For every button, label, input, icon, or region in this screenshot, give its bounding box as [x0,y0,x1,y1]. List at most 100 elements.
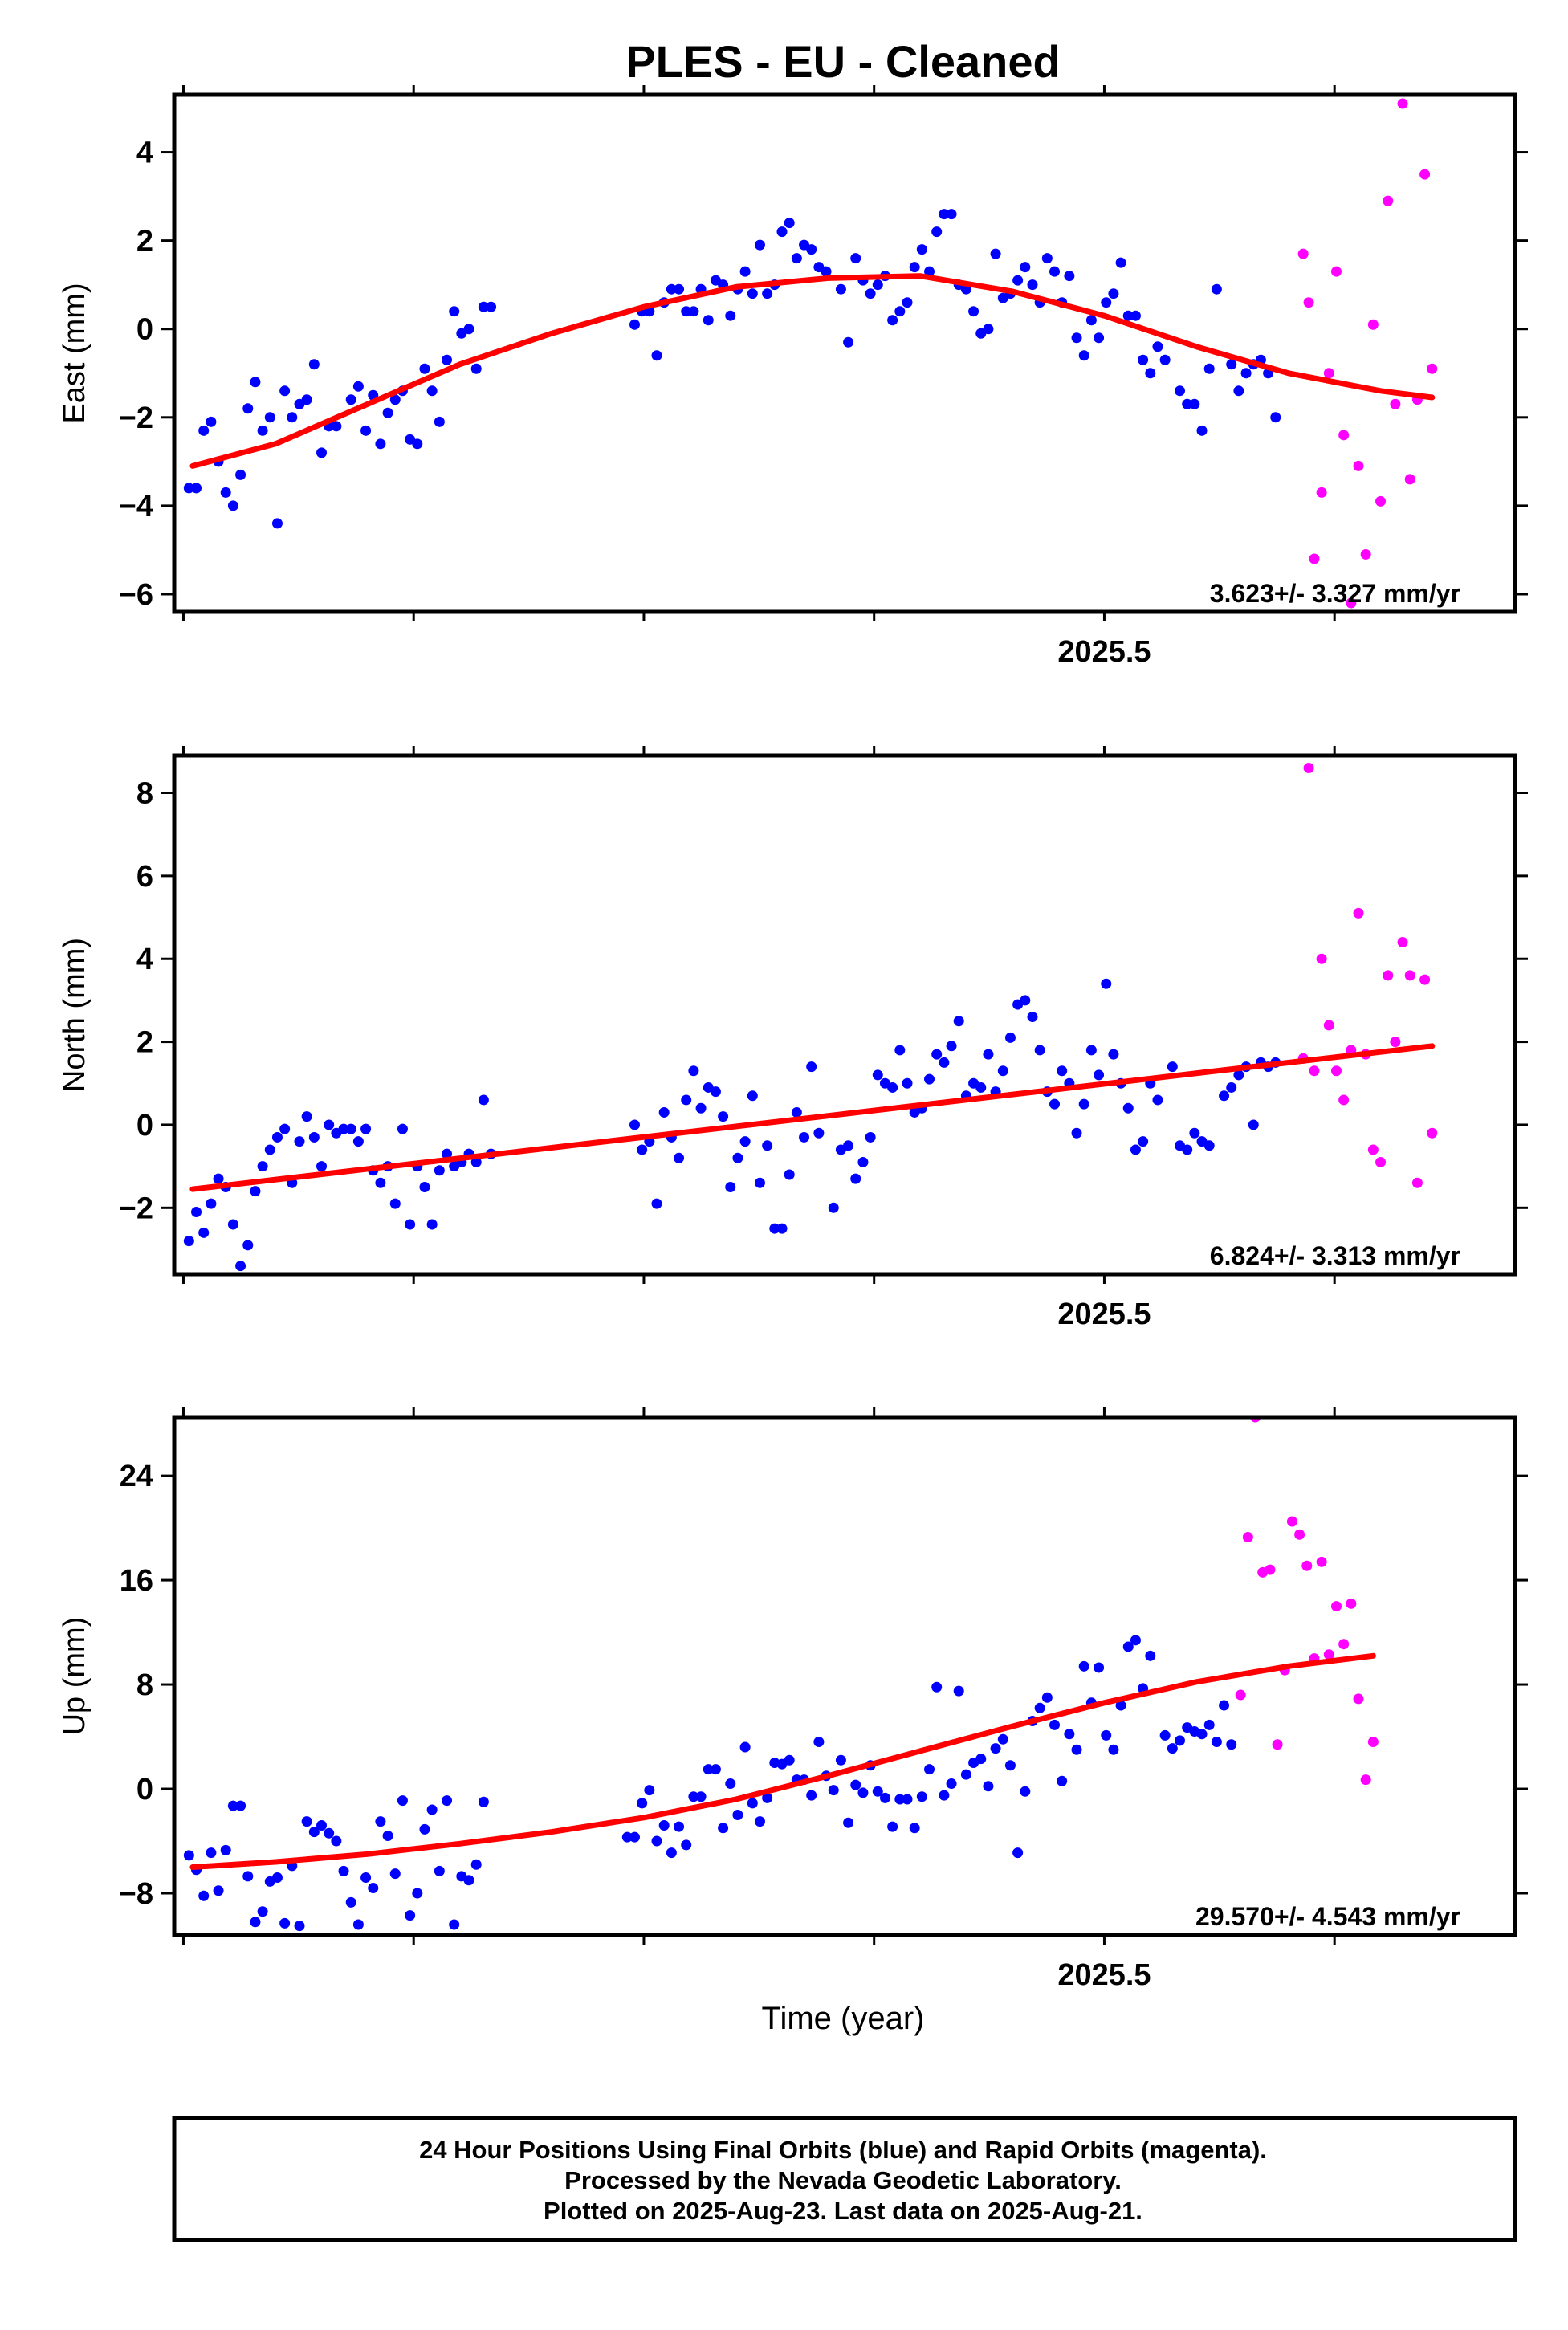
east-final-point [375,438,386,450]
east-rapid-point [1419,169,1431,180]
up-final-point [658,1820,670,1831]
north-final-point [688,1065,699,1077]
north-final-point [902,1077,913,1089]
up-final-point [902,1794,913,1805]
up-rapid-point [1353,1693,1364,1705]
up-final-point [470,1859,482,1870]
up-final-point [1211,1737,1222,1748]
east-final-point [264,412,275,423]
footer-box [172,2116,1517,2242]
north-rapid-point [1404,970,1415,981]
east-final-point [308,359,320,370]
up-x-tick-label: 2025.5 [1057,1958,1151,1992]
north-rapid-point [1367,1144,1379,1155]
north-rapid-point [1390,1037,1401,1048]
east-final-point [279,385,291,397]
north-final-point [806,1061,817,1073]
east-final-point [681,306,692,317]
up-rapid-point [1301,1560,1313,1571]
x-axis-label: Time (year) [762,2001,925,2036]
up-rapid-point [1338,1639,1350,1650]
north-rapid-point [1411,1177,1423,1188]
north-final-point [1182,1144,1193,1155]
north-final-point [1130,1144,1141,1155]
east-final-point [990,248,1001,259]
up-final-point [352,1919,364,1930]
north-y-tick-label: 0 [136,1109,153,1143]
east-final-point [1130,310,1141,321]
up-final-point [828,1785,839,1796]
east-rapid-point [1427,363,1438,374]
north-final-point [828,1202,839,1213]
up-final-point [1078,1660,1089,1672]
up-final-point [857,1787,869,1798]
east-fit-line [189,273,1436,469]
east-rapid-point [1297,248,1309,259]
east-final-point [198,425,210,436]
east-final-point [776,226,788,238]
up-final-point [449,1919,460,1930]
up-final-point [983,1781,994,1792]
north-rapid-point [1303,763,1314,774]
east-final-point [426,385,438,397]
north-final-point [924,1073,935,1085]
up-rapid-point [1235,1689,1246,1701]
north-final-point [345,1123,356,1134]
east-x-tick-label: 2025.5 [1057,635,1151,669]
north-final-point [658,1106,670,1118]
north-y-tick-label: 4 [136,943,153,976]
north-y-tick-label: 2 [136,1026,153,1060]
north-final-point [946,1041,957,1052]
north-final-point [799,1131,810,1143]
up-final-point [442,1795,453,1807]
north-final-point [865,1131,876,1143]
up-final-point [250,1917,261,1928]
east-final-point [227,500,238,511]
north-final-point [843,1140,854,1151]
north-fit-line [189,1043,1436,1192]
north-final-point [1226,1081,1237,1093]
up-final-point [1064,1729,1075,1740]
up-final-point [718,1823,729,1834]
north-final-point [419,1181,430,1192]
up-final-point [703,1764,714,1775]
up-final-point [331,1835,342,1847]
north-rate-text: 6.824+/- 3.313 mm/yr [1210,1241,1460,1270]
east-final-point [747,288,758,299]
north-final-point [857,1156,869,1167]
up-final-point [478,1796,489,1807]
up-final-point [850,1779,861,1790]
up-final-point [419,1823,430,1835]
north-final-point [294,1136,305,1147]
up-final-point [939,1790,950,1801]
east-final-point [1108,288,1119,299]
north-final-point [1020,995,1031,1006]
north-rapid-point [1353,907,1364,919]
east-final-point [345,394,356,405]
north-rapid-point [1309,1065,1320,1077]
east-final-point [909,262,920,273]
north-final-point [718,1111,729,1122]
up-final-point [198,1890,210,1901]
east-rapid-point [1390,398,1401,409]
up-final-point [674,1821,685,1832]
east-final-point [916,244,927,255]
east-final-point [1027,279,1038,291]
up-final-point [294,1921,305,1932]
up-panel: −8 0 8 16 24 2025.5 Up (mm) 29.570+/- 4.543 mm/… [58,1407,1528,1992]
up-final-point [909,1823,920,1834]
north-final-point [1189,1127,1200,1139]
north-frame [172,753,1517,1277]
up-final-point [242,1871,254,1882]
north-final-point [1203,1140,1215,1151]
up-final-point [1049,1719,1061,1730]
east-final-point [382,407,393,418]
north-final-point [784,1169,795,1180]
north-final-point [426,1219,438,1230]
up-final-point [806,1790,817,1801]
north-y-tick-label: −2 [119,1191,153,1225]
east-final-point [1233,385,1244,397]
up-fit-line [189,1652,1376,1870]
north-final-point [227,1219,238,1230]
